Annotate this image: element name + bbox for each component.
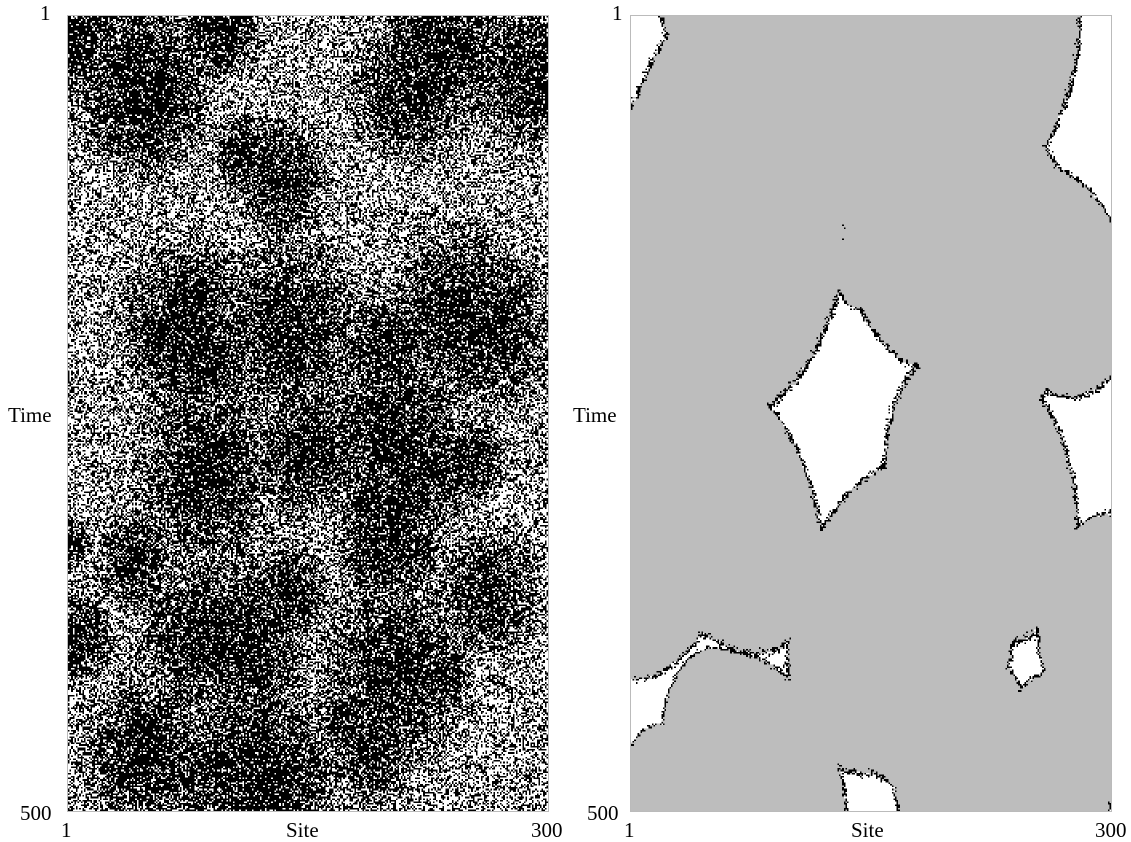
time-axis-title: Time <box>573 403 617 427</box>
filtered-spacetime-panel: 1 Time 500 1 Site 300 <box>565 0 1127 842</box>
time-axis-title: Time <box>8 403 52 427</box>
site-axis-start-label: 1 <box>61 818 72 842</box>
raw-spacetime-diagram <box>67 15 549 812</box>
site-axis-title: Site <box>286 818 319 842</box>
time-axis-end-label: 500 <box>587 801 619 825</box>
time-axis-start-label: 1 <box>40 1 51 25</box>
site-axis-end-label: 300 <box>1095 818 1127 842</box>
time-axis-end-label: 500 <box>20 801 52 825</box>
site-axis-start-label: 1 <box>624 818 635 842</box>
time-axis-start-label: 1 <box>612 1 623 25</box>
raw-spacetime-panel: 1 Time 500 1 Site 300 <box>0 0 563 842</box>
filtered-spacetime-diagram <box>630 15 1112 812</box>
site-axis-title: Site <box>851 818 884 842</box>
site-axis-end-label: 300 <box>531 818 563 842</box>
